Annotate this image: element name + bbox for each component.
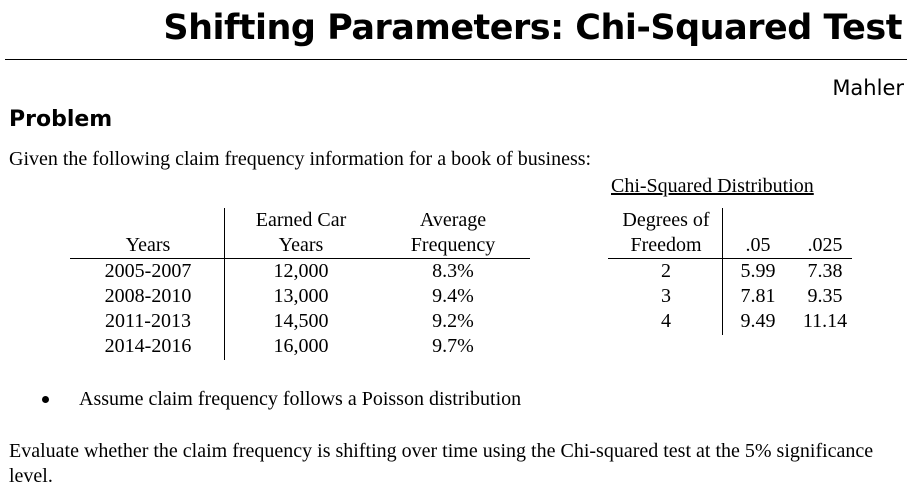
- row-p05: 9.49: [740, 310, 776, 332]
- row-dof: 4: [661, 310, 671, 332]
- chi-header-underline: [608, 258, 852, 259]
- col-header-dof-line2: Freedom: [630, 234, 702, 256]
- row-years: 2005-2007: [104, 260, 192, 282]
- row-years: 2014-2016: [104, 335, 192, 357]
- row-years: 2008-2010: [104, 285, 192, 307]
- row-earned: 14,500: [273, 310, 329, 332]
- bullet-icon: [42, 396, 49, 403]
- col-header-dof-line1: Degrees of: [622, 209, 710, 231]
- col-header-p05: .05: [745, 234, 771, 256]
- col-header-freq-line2: Frequency: [410, 234, 496, 256]
- col-header-years: Years: [125, 234, 171, 256]
- row-earned: 16,000: [273, 335, 329, 357]
- row-frequency: 9.2%: [432, 310, 474, 332]
- header-underline: [70, 258, 530, 259]
- row-years: 2011-2013: [105, 310, 191, 332]
- assumption-bullet: Assume claim frequency follows a Poisson…: [79, 388, 522, 410]
- chi-column-divider: [722, 208, 723, 335]
- row-earned: 12,000: [273, 260, 329, 282]
- problem-heading: Problem: [9, 107, 113, 132]
- row-earned: 13,000: [273, 285, 329, 307]
- row-p025: 11.14: [802, 310, 848, 332]
- col-header-earned-line1: Earned Car: [255, 209, 347, 231]
- author-name: Mahler: [832, 76, 904, 100]
- row-p05: 5.99: [740, 260, 776, 282]
- row-p025: 7.38: [807, 260, 843, 282]
- row-p05: 7.81: [740, 285, 776, 307]
- title-rule: [5, 59, 907, 60]
- col-header-freq-line1: Average: [419, 209, 487, 231]
- page-title: Shifting Parameters: Chi-Squared Test: [163, 8, 902, 48]
- row-dof: 3: [661, 285, 671, 307]
- row-frequency: 9.4%: [432, 285, 474, 307]
- row-frequency: 8.3%: [432, 260, 474, 282]
- row-frequency: 9.7%: [432, 335, 474, 357]
- column-divider: [224, 208, 225, 360]
- chi-table-title: Chi-Squared Distribution: [611, 175, 814, 197]
- row-dof: 2: [661, 260, 671, 282]
- problem-question: Evaluate whether the claim frequency is …: [9, 440, 874, 487]
- col-header-earned-line2: Years: [278, 234, 324, 256]
- problem-intro: Given the following claim frequency info…: [9, 148, 592, 170]
- row-p025: 9.35: [807, 285, 843, 307]
- col-header-p025: .025: [807, 234, 843, 256]
